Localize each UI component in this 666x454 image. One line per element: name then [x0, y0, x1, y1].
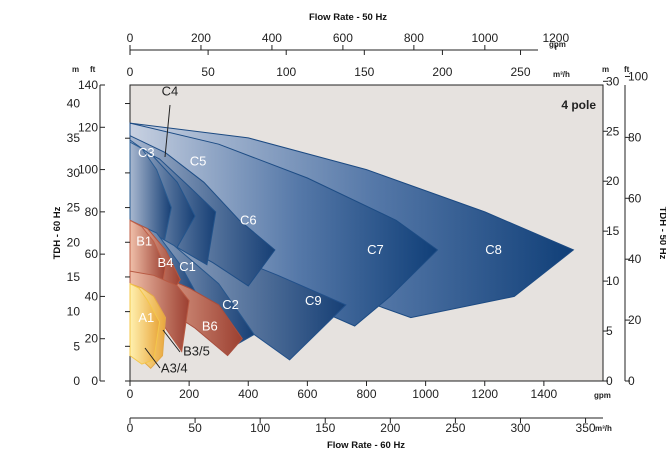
bottom-m3h-tick-label: 250 — [445, 421, 465, 435]
label-c4: C4 — [162, 84, 179, 99]
top-m3h-tick-label: 100 — [276, 65, 296, 79]
right-m-tick-label: 30 — [606, 74, 620, 88]
top-m3h-tick-label: 0 — [127, 65, 134, 79]
c4-leader-line — [164, 104, 171, 158]
right-axis-title: TDH - 50 Hz — [657, 207, 666, 260]
label-b1: B1 — [136, 234, 152, 249]
bottom-m3h-unit: m³/h — [595, 424, 612, 433]
left-ft-tick-label: 0 — [91, 374, 98, 388]
top-gpm-unit: gpm — [549, 40, 566, 49]
left-m-tick-label: 10 — [67, 305, 81, 319]
bottom-gpm-tick-label: 600 — [297, 387, 317, 401]
left-ft-tick-label: 120 — [78, 120, 98, 134]
top-m3h-tick-label: 150 — [354, 65, 374, 79]
left-m-tick-label: 5 — [73, 339, 80, 353]
label-c6: C6 — [240, 213, 257, 228]
right-m-tick-label: 25 — [606, 124, 620, 138]
top-m3h-tick-label: 250 — [511, 65, 531, 79]
left-m-tick-label: 15 — [67, 270, 81, 284]
bottom-m3h-tick-label: 100 — [250, 421, 270, 435]
left-ft-tick-label: 80 — [85, 205, 99, 219]
left-ft-unit: ft — [90, 65, 96, 74]
bottom-gpm-tick-label: 1400 — [531, 387, 558, 401]
bottom-m3h-tick-label: 200 — [380, 421, 400, 435]
bottom-gpm-tick-label: 800 — [356, 387, 376, 401]
top-gpm-tick-label: 200 — [191, 31, 211, 45]
left-m-unit: m — [72, 65, 79, 74]
label-c8: C8 — [485, 242, 502, 257]
top-gpm-tick-label: 0 — [127, 31, 134, 45]
label-c9: C9 — [305, 293, 322, 308]
left-m-tick-label: 40 — [67, 97, 81, 111]
right-m-tick-label: 15 — [606, 224, 620, 238]
left-ft-tick-label: 60 — [85, 247, 99, 261]
label-a1: A1 — [138, 310, 154, 325]
top-m3h-tick-label: 50 — [201, 65, 215, 79]
top-gpm-tick-label: 1000 — [471, 31, 498, 45]
label-b4: B4 — [158, 255, 174, 270]
label-c7: C7 — [367, 242, 384, 257]
right-ft-tick-label: 80 — [628, 130, 642, 144]
right-ft-tick-label: 100 — [628, 69, 648, 83]
left-ft-tick-label: 140 — [78, 78, 98, 92]
label-b3-5: B3/5 — [183, 344, 210, 359]
right-ft-tick-label: 40 — [628, 252, 642, 266]
bottom-gpm-tick-label: 0 — [127, 387, 134, 401]
bottom-m3h-tick-label: 150 — [315, 421, 335, 435]
top-m3h-tick-label: 200 — [432, 65, 452, 79]
left-m-tick-label: 35 — [67, 131, 81, 145]
curve-a1 — [129, 282, 161, 365]
bottom-m3h-tick-label: 350 — [576, 421, 596, 435]
label-a3-4: A3/4 — [161, 361, 188, 376]
top-m3h-unit: m³/h — [553, 70, 570, 79]
label-c1: C1 — [179, 259, 196, 274]
top-gpm-tick-label: 800 — [404, 31, 424, 45]
left-ft-tick-label: 100 — [78, 163, 98, 177]
top-gpm-tick-label: 400 — [262, 31, 282, 45]
pump-curves — [129, 122, 575, 370]
label-c5: C5 — [190, 153, 207, 168]
bottom-axis-title: Flow Rate - 60 Hz — [327, 440, 405, 451]
bottom-gpm-tick-label: 200 — [179, 387, 199, 401]
right-ft-tick-label: 20 — [628, 313, 642, 327]
right-m-tick-label: 20 — [606, 174, 620, 188]
right-m-tick-label: 0 — [606, 374, 613, 388]
left-m-tick-label: 30 — [67, 166, 81, 180]
bottom-m3h-tick-label: 0 — [127, 421, 134, 435]
label-b6: B6 — [202, 318, 218, 333]
left-m-tick-label: 0 — [73, 374, 80, 388]
right-m-tick-label: 10 — [606, 274, 620, 288]
label-c2: C2 — [222, 297, 239, 312]
curve-labels: C8 C7 C9 C6 C5 C4 C3 C2 C1 B6 B4 B1 B3/5 A3/4 A1 — [136, 84, 502, 376]
label-c3: C3 — [138, 145, 155, 160]
top-gpm-tick-label: 1200 — [542, 31, 569, 45]
bottom-gpm-tick-label: 400 — [238, 387, 258, 401]
right-ft-tick-label: 0 — [628, 374, 635, 388]
bottom-gpm-unit: gpm — [594, 391, 611, 400]
bottom-gpm-tick-label: 1000 — [412, 387, 439, 401]
top-axis-title: Flow Rate - 50 Hz — [309, 12, 387, 23]
left-ft-tick-label: 40 — [85, 289, 99, 303]
bottom-gpm-tick-label: 1200 — [471, 387, 498, 401]
bottom-m3h-tick-label: 300 — [510, 421, 530, 435]
left-m-tick-label: 20 — [67, 235, 81, 249]
right-m-unit: m — [602, 65, 609, 74]
b35-leader-line — [162, 329, 181, 353]
bottom-m3h-tick-label: 50 — [188, 421, 202, 435]
a34-leader-line — [144, 347, 161, 369]
right-m-tick-label: 5 — [606, 324, 613, 338]
right-ft-tick-label: 60 — [628, 191, 642, 205]
left-ft-tick-label: 20 — [85, 332, 99, 346]
left-axis-title: TDH - 60 Hz — [52, 206, 63, 259]
speed-annotation: 4 pole — [561, 98, 596, 112]
left-m-tick-label: 25 — [67, 201, 81, 215]
top-gpm-tick-label: 600 — [333, 31, 353, 45]
right-ft-unit: ft — [624, 65, 630, 74]
